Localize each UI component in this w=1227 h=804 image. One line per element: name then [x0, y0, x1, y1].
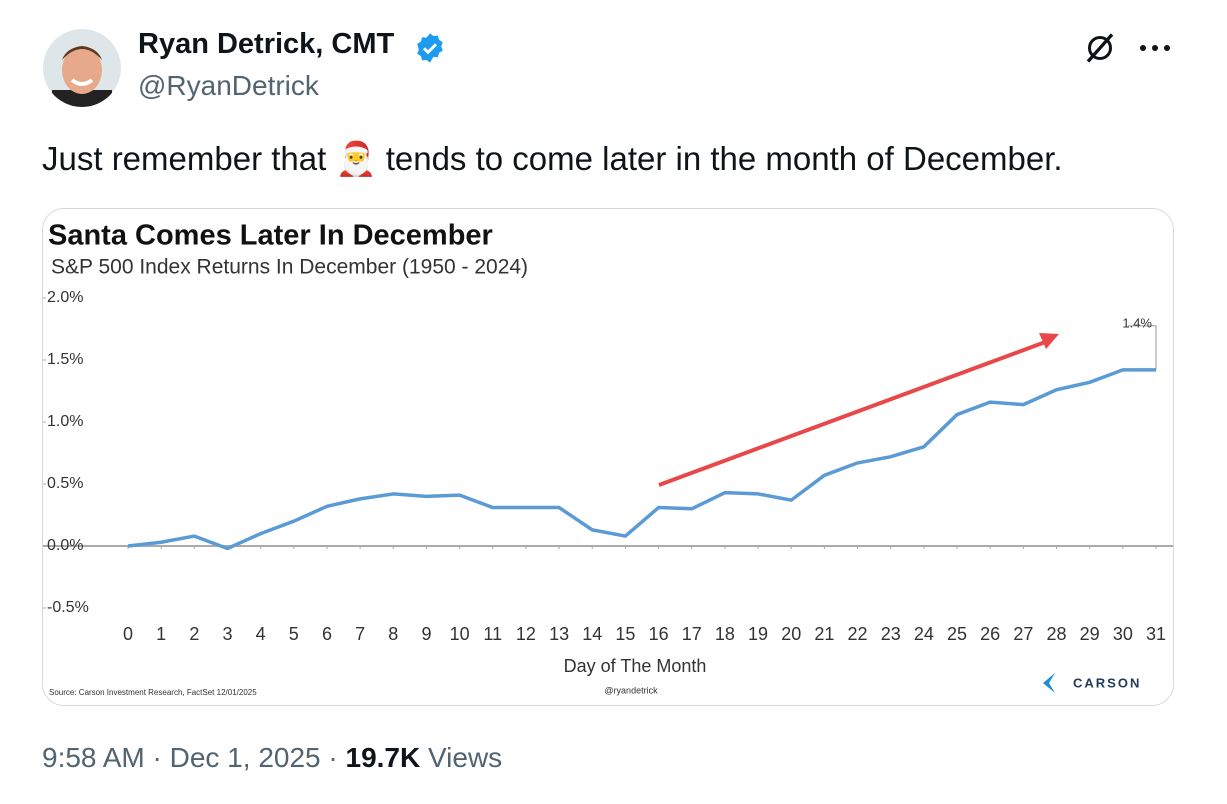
- x-tick-label: 30: [1113, 624, 1133, 644]
- chart-title: Santa Comes Later In December: [48, 220, 493, 252]
- x-tick-label: 24: [914, 624, 934, 644]
- chart-bg: [43, 209, 1173, 705]
- series-line: [127, 368, 1156, 551]
- x-tick-label: 28: [1047, 624, 1067, 644]
- x-tick-label: 13: [549, 624, 569, 644]
- source: Source: Carson Investment Research, Fact…: [49, 688, 257, 697]
- x-tick-label: 25: [947, 624, 967, 644]
- x-tick-label: 12: [516, 624, 536, 644]
- trend-arrow: [658, 339, 1049, 487]
- trend-arrow-head: [1039, 333, 1059, 349]
- views-label: Views: [428, 742, 503, 773]
- x-tick-label: 3: [222, 624, 232, 644]
- x-tick-label: 9: [421, 624, 431, 644]
- x-tick-label: 18: [715, 624, 735, 644]
- label-leader: [1128, 325, 1157, 370]
- x-tick-label: 6: [322, 624, 332, 644]
- tweet-footer: 9:58 AM · Dec 1, 2025 · 19.7K Views: [42, 742, 502, 774]
- y-tick-label: -0.5%: [47, 599, 89, 616]
- logo: CARSON: [1073, 675, 1141, 690]
- y-tick-label: 2.0%: [47, 289, 83, 306]
- x-tick-label: 8: [388, 624, 398, 644]
- x-tick-label: 16: [649, 624, 669, 644]
- credit: @ryandetrick: [604, 685, 658, 695]
- x-tick-label: 22: [848, 624, 868, 644]
- x-tick-label: 2: [189, 624, 199, 644]
- tweet-text: Just remember that 🎅 tends to come later…: [42, 140, 1063, 177]
- x-tick-label: 7: [355, 624, 365, 644]
- x-tick-label: 17: [682, 624, 702, 644]
- y-tick-label: 1.5%: [47, 351, 83, 368]
- data-label: 1.4%: [1122, 315, 1152, 330]
- timestamp[interactable]: 9:58 AM · Dec 1, 2025 ·: [42, 742, 338, 773]
- x-tick-label: 4: [256, 624, 266, 644]
- x-axis-label: Day of The Month: [564, 656, 707, 676]
- x-tick-label: 19: [748, 624, 768, 644]
- more-icon[interactable]: [1138, 38, 1172, 58]
- author-handle[interactable]: @RyanDetrick: [138, 70, 319, 101]
- author-name[interactable]: Ryan Detrick, CMT: [138, 28, 395, 60]
- verified-badge: [417, 33, 443, 63]
- x-tick-label: 27: [1013, 624, 1033, 644]
- y-tick-label: 1.0%: [47, 413, 83, 430]
- x-tick-label: 23: [881, 624, 901, 644]
- logo-mark: [1043, 673, 1055, 693]
- views-count: 19.7K: [345, 742, 421, 773]
- x-tick-label: 0: [123, 624, 133, 644]
- x-tick-label: 14: [582, 624, 602, 644]
- x-tick-label: 1: [156, 624, 166, 644]
- x-tick-label: 10: [450, 624, 470, 644]
- x-tick-label: 15: [615, 624, 635, 644]
- chart: Santa Comes Later In December S&P 500 In…: [43, 209, 1173, 705]
- x-tick-label: 26: [980, 624, 1000, 644]
- x-tick-label: 21: [814, 624, 834, 644]
- x-tick-label: 5: [289, 624, 299, 644]
- x-tick-label: 20: [781, 624, 801, 644]
- y-tick-label: 0.5%: [47, 475, 83, 492]
- chart-subtitle: S&P 500 Index Returns In December (1950 …: [51, 256, 528, 279]
- chart-card[interactable]: Santa Comes Later In December S&P 500 In…: [42, 208, 1174, 706]
- x-tick-label: 11: [483, 624, 502, 644]
- y-tick-label: 0.0%: [47, 537, 83, 554]
- grok-icon[interactable]: [1082, 30, 1118, 66]
- avatar[interactable]: [42, 28, 122, 108]
- x-tick-label: 29: [1080, 624, 1100, 644]
- x-tick-label: 31: [1146, 624, 1166, 644]
